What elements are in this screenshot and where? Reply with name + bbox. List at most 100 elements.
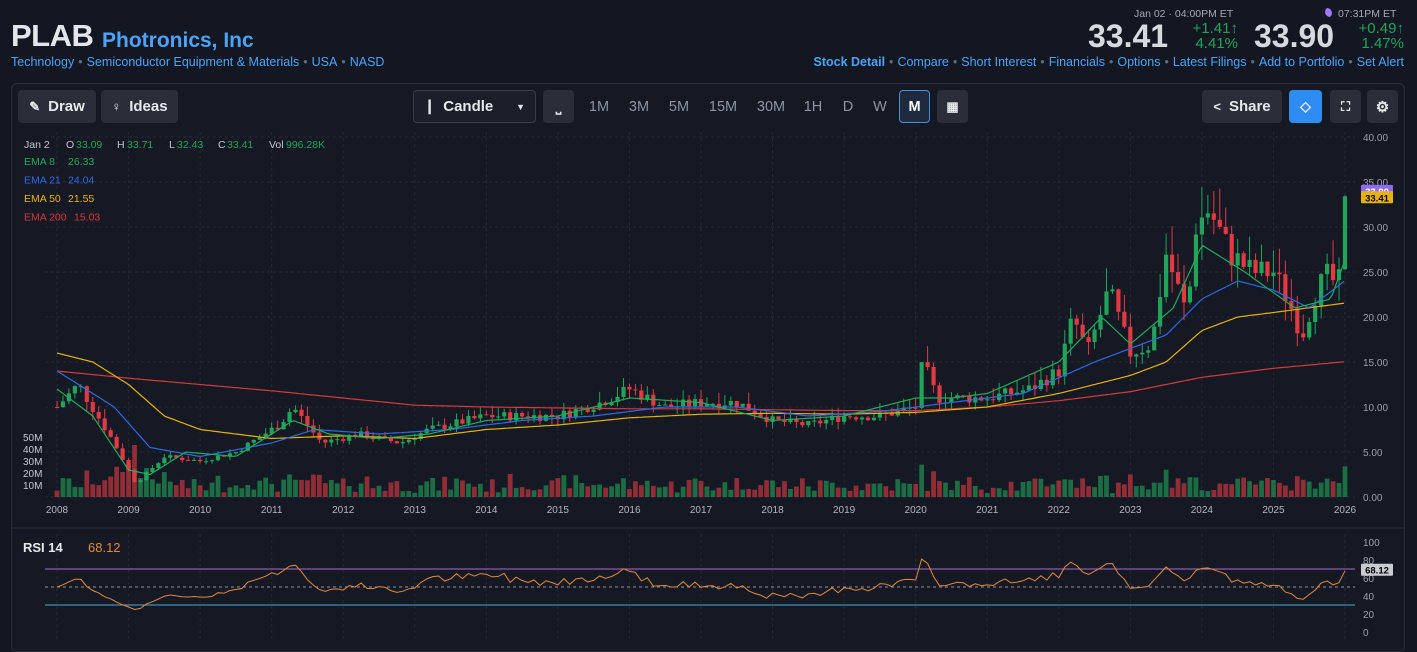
candle-body <box>824 419 829 424</box>
candle-body <box>740 403 745 407</box>
link-stock-detail[interactable]: Stock Detail <box>813 55 886 69</box>
legend-l-label: L <box>169 139 175 151</box>
breadcrumb-sector[interactable]: Technology <box>11 55 75 69</box>
volume-bar <box>460 480 465 497</box>
volume-bar <box>173 485 179 497</box>
volume-tick-label: 20M <box>23 469 42 480</box>
volume-bar <box>382 490 388 497</box>
tf-3m[interactable]: 3M <box>628 98 650 115</box>
volume-bar <box>233 485 239 497</box>
volume-bar <box>1217 483 1223 497</box>
tf-w[interactable]: W <box>873 98 887 115</box>
breadcrumb-exchange[interactable]: NASD <box>349 55 385 69</box>
x-tick-label: 2024 <box>1191 505 1214 516</box>
candle-body <box>1319 274 1324 306</box>
chart-type-select[interactable]: ┃ Candle ▼ <box>413 90 536 123</box>
tf-1h[interactable]: 1H <box>803 98 823 115</box>
lightbulb-icon: ♀ <box>111 99 122 114</box>
tf-m[interactable]: M <box>899 90 930 123</box>
candle-body <box>1307 321 1312 338</box>
rsi-tick-label: 0 <box>1363 628 1369 639</box>
volume-bar <box>466 483 471 497</box>
volume-bar <box>955 480 960 497</box>
volume-bar <box>72 486 78 497</box>
volume-bar <box>710 490 716 497</box>
volume-bar <box>299 479 304 497</box>
tf-15m[interactable]: 15M <box>708 98 738 115</box>
volume-bar <box>794 486 799 497</box>
breadcrumb-industry[interactable]: Semiconductor Equipment & Materials <box>86 55 300 69</box>
tf-d[interactable]: D <box>842 98 854 115</box>
link-options[interactable]: Options <box>1117 55 1161 69</box>
candle-body <box>293 409 298 413</box>
candle-body <box>1217 219 1222 227</box>
volume-bar <box>352 491 358 497</box>
x-tick-label: 2013 <box>404 505 427 516</box>
candle-body <box>537 415 543 421</box>
calendar-button[interactable]: ▦ <box>937 90 968 123</box>
volume-bar <box>1193 477 1199 497</box>
volume-bar <box>1050 484 1056 497</box>
company-name[interactable]: Photronics, Inc <box>102 29 254 52</box>
volume-bar <box>66 478 72 497</box>
link-short-interest[interactable]: Short Interest <box>961 55 1037 69</box>
candle-body <box>347 434 352 441</box>
legend-ema-label: EMA 50 <box>24 193 61 205</box>
volume-bar <box>966 477 972 497</box>
tf-5m[interactable]: 5M <box>668 98 690 115</box>
volume-bar <box>1056 480 1062 497</box>
candle-body <box>1271 272 1276 277</box>
volume-bar <box>436 490 442 497</box>
fullscreen-button[interactable]: ⛶ <box>1330 90 1361 123</box>
volume-bar <box>1205 491 1211 497</box>
candle-body <box>1181 283 1187 303</box>
candle-body <box>1259 261 1264 274</box>
share-button[interactable]: < Share <box>1202 90 1282 123</box>
y-tick-label: 15.00 <box>1363 358 1388 369</box>
link-set-alert[interactable]: Set Alert <box>1356 55 1404 69</box>
premium-button[interactable]: ◇ <box>1289 90 1322 123</box>
draw-button[interactable]: ✎ Draw <box>18 90 96 123</box>
ideas-button[interactable]: ♀ Ideas <box>101 90 178 123</box>
link-add-portfolio[interactable]: Add to Portfolio <box>1258 55 1345 69</box>
tf-1m[interactable]: 1M <box>588 98 610 115</box>
volume-bar <box>835 487 841 497</box>
volume-bar <box>167 481 173 497</box>
volume-bar <box>1020 482 1026 497</box>
candle-body <box>454 419 459 427</box>
breadcrumb-country[interactable]: USA <box>311 55 338 69</box>
volume-bar <box>179 479 185 497</box>
volume-bar <box>519 487 525 497</box>
candle-body <box>496 416 501 418</box>
x-tick-label: 2009 <box>117 505 140 516</box>
calendar-icon: ▦ <box>946 98 959 114</box>
volume-bar <box>525 489 531 497</box>
candle-body <box>728 400 733 406</box>
volume-bar <box>1288 490 1294 497</box>
volume-bar <box>138 478 143 497</box>
volume-bar <box>334 483 340 497</box>
link-compare[interactable]: Compare <box>897 55 949 69</box>
x-tick-label: 2020 <box>905 505 928 516</box>
volume-tick-label: 50M <box>23 433 42 444</box>
volume-tick-label: 40M <box>23 445 42 456</box>
y-tick-label: 10.00 <box>1363 403 1388 414</box>
interval-range-button[interactable]: ⎵ <box>543 90 574 123</box>
candle-body <box>710 403 716 405</box>
x-tick-label: 2023 <box>1119 505 1142 516</box>
volume-bar <box>495 492 501 497</box>
after-hours-change: +0.49↑ 1.47% <box>1348 21 1404 51</box>
candle-body <box>621 386 626 397</box>
settings-button[interactable]: ⚙ <box>1367 90 1398 123</box>
candle-body <box>985 399 990 401</box>
tf-30m[interactable]: 30M <box>756 98 786 115</box>
volume-bar <box>871 483 877 497</box>
candle-body <box>257 437 262 440</box>
link-latest-filings[interactable]: Latest Filings <box>1172 55 1247 69</box>
link-financials[interactable]: Financials <box>1048 55 1105 69</box>
volume-bar <box>561 475 567 497</box>
candle-body <box>800 421 805 426</box>
volume-bar <box>597 484 603 497</box>
chart-panel: ✎ Draw ♀ Ideas ┃ Candle ▼ ⎵ 1M 3M 5M 15M 30M… <box>11 83 1405 652</box>
